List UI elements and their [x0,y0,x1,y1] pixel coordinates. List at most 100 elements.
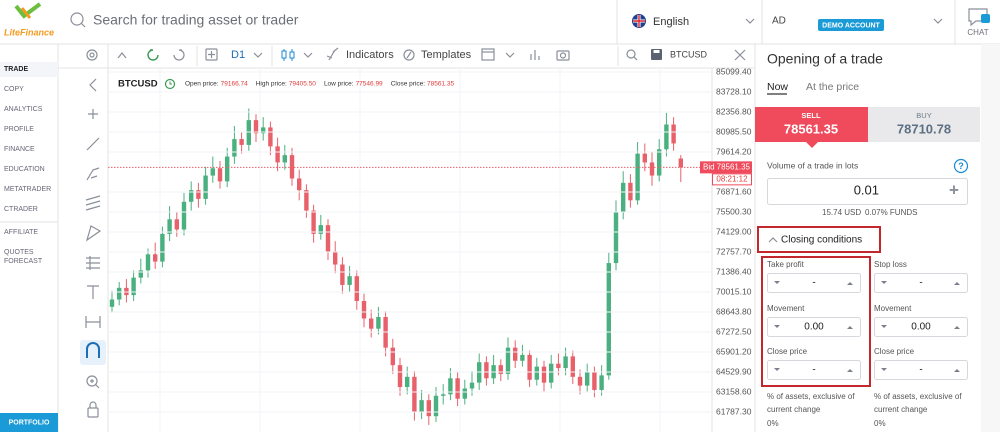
buy-button[interactable] [868,107,980,142]
tab-at-price[interactable]: At the price [806,81,859,93]
nav-item[interactable]: AFFILIATE [4,229,38,236]
search-icon [70,12,84,26]
stepper-up[interactable] [954,326,960,329]
nav-item[interactable]: FORECAST [4,258,43,265]
nav-item[interactable]: EDUCATION [4,166,45,173]
logo-icon[interactable] [14,2,42,19]
stepper[interactable] [767,317,861,337]
price-tick-label: 75500.30 [716,206,752,216]
portfolio-button[interactable] [0,413,58,432]
help-circle[interactable] [953,158,969,174]
nav-item[interactable]: TRADE [4,66,28,73]
nav-item[interactable]: QUOTES [4,249,34,256]
stepper-down[interactable] [881,368,887,371]
closing-chevron [768,237,778,243]
stepper-up[interactable] [954,282,960,285]
bid-box [700,161,752,174]
candle-body [649,162,655,176]
stepper[interactable] [767,360,861,380]
volume-input[interactable] [767,178,968,205]
tab-now[interactable]: Now [767,81,788,93]
sell-label[interactable]: SELL [801,111,821,120]
nav-item[interactable]: METATRADER [4,186,51,193]
stepper-up[interactable] [847,326,853,329]
candle-body [405,376,410,388]
price-tick-label: 79614.20 [716,146,752,156]
candle-body [484,362,489,379]
candle-body [520,354,525,361]
buy-price[interactable]: 78710.78 [897,121,951,136]
stepper[interactable] [874,317,968,337]
stepper-down[interactable] [774,325,780,328]
candle-body [174,219,179,230]
stepper-value[interactable]: - [919,365,922,376]
stepper[interactable] [874,273,968,293]
buy-label[interactable]: BUY [916,111,931,120]
stepper[interactable] [874,360,968,380]
indicators-button[interactable]: Indicators [346,49,394,61]
stepper-value[interactable]: 0.00 [911,322,931,333]
language[interactable]: English [653,16,689,28]
price-tick-label: 72757.70 [716,246,752,256]
stepper-up[interactable] [954,369,960,372]
ohlc-value: 78561.35 [427,81,454,88]
chat-label[interactable]: CHAT [967,28,988,37]
candle-body [585,372,590,386]
candle-body [354,276,359,301]
stepper-value[interactable]: - [919,278,922,289]
stepper-down[interactable] [774,281,780,284]
stepper-down[interactable] [774,368,780,371]
toolbar-icons [86,44,746,68]
stepper-value[interactable]: - [812,365,815,376]
timeframe[interactable]: D1 [231,49,245,61]
price-tick-label: 80985.50 [716,126,752,136]
stepper-down[interactable] [881,325,887,328]
candle-body [678,158,683,168]
candle-body [261,127,266,134]
sell-price[interactable]: 78561.35 [784,121,838,136]
drawing-tools [80,78,106,418]
nav-item[interactable]: ANALYTICS [4,106,43,113]
portfolio-label[interactable]: PORTFOLIO [9,419,50,426]
logo-text: LiteFinance [4,27,54,37]
field-label: Take profit [767,260,805,269]
stepper-value[interactable]: 0.00 [804,322,824,333]
ohlc-value: 79405.50 [289,81,316,88]
templates-button[interactable]: Templates [421,49,472,61]
language-chevron[interactable] [745,18,755,24]
account-chevron[interactable] [933,18,943,24]
ohlc-value: 77546.99 [356,81,383,88]
plus-button[interactable]: + [949,180,959,199]
nav-item[interactable]: COPY [4,86,24,93]
candle-body [325,225,331,252]
nav-item[interactable]: PROFILE [4,126,34,133]
ohlc-value: 79166.74 [221,81,248,88]
candle-body [369,318,374,329]
candle-body [225,156,230,182]
closing-conditions-box[interactable] [757,226,881,253]
stepper-up[interactable] [847,282,853,285]
candle-body [592,372,597,390]
stepper-down[interactable] [881,281,887,284]
stepper-value[interactable]: - [812,278,815,289]
stepper[interactable] [767,273,861,293]
stepper-up[interactable] [847,369,853,372]
symbol-button[interactable]: BTCUSD [670,49,708,59]
sell-button[interactable] [755,107,868,142]
ohlc-label: Low price: [324,81,354,88]
volume-value[interactable]: 0.01 [854,182,879,197]
closing-conditions[interactable]: Closing conditions [781,235,862,246]
flag[interactable] [632,14,646,28]
nav-item[interactable]: CTRADER [4,206,38,213]
help-icon[interactable]: ? [958,161,964,171]
candle-body [268,127,273,147]
search-input[interactable]: Search for trading asset or trader [93,12,299,28]
price-tick-label: 83728.10 [716,86,752,96]
chat-icon[interactable] [968,8,988,27]
price-tick-label: 67272.50 [716,326,752,336]
ohlc-label: Open price: [185,81,219,88]
candle-body [671,124,676,144]
candle-body [498,365,503,374]
price-tick-label: 76871.60 [716,186,752,196]
nav-item[interactable]: FINANCE [4,146,35,153]
